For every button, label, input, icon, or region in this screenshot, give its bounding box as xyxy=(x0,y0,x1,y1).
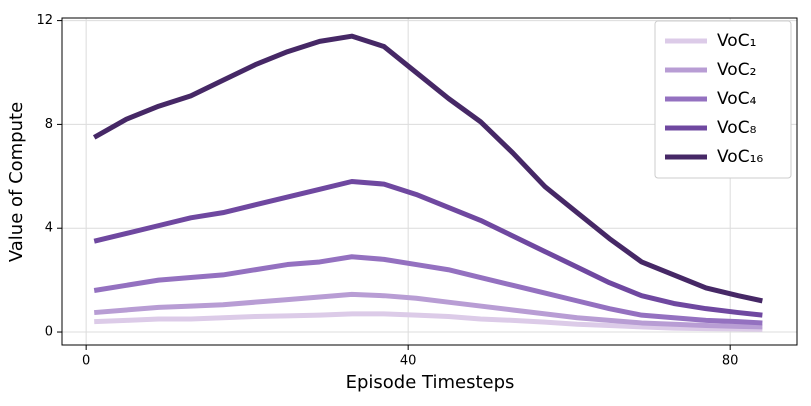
y-tick-label: 12 xyxy=(36,13,53,28)
series-line xyxy=(92,33,763,304)
legend-label: VoC₂ xyxy=(717,60,756,80)
plot-frame xyxy=(61,17,798,346)
x-tick-label: 0 xyxy=(82,354,90,369)
y-tick-label: 0 xyxy=(45,325,53,340)
legend-box xyxy=(654,20,792,179)
legend-label: VoC₁₆ xyxy=(717,147,763,167)
series-line xyxy=(93,179,763,318)
y-tick-label: 4 xyxy=(45,221,53,236)
y-tick-label: 8 xyxy=(45,117,53,132)
x-axis-label: Episode Timesteps xyxy=(346,372,515,393)
legend-label: VoC₈ xyxy=(717,118,757,138)
legend-label: VoC₁ xyxy=(717,31,756,51)
series-line xyxy=(94,291,763,330)
y-axis-label: Value of Compute xyxy=(6,102,27,262)
series-line xyxy=(93,254,763,326)
x-tick-label: 80 xyxy=(722,354,739,369)
series-line xyxy=(94,311,763,332)
x-tick-label: 40 xyxy=(400,354,417,369)
legend-label: VoC₄ xyxy=(717,89,757,109)
